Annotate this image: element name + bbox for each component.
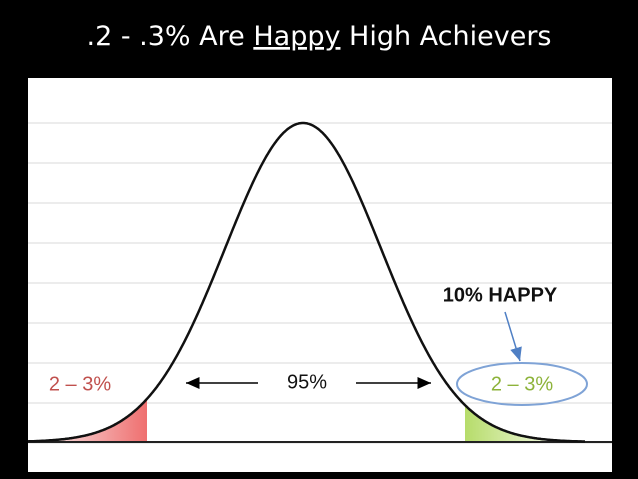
title: .2 - .3% Are Happy High Achievers <box>87 21 552 52</box>
highlight-ellipse <box>456 362 588 406</box>
left-tail-label: 2 – 3% <box>49 373 111 395</box>
middle-label: 95% <box>287 371 327 393</box>
title-text: High Achievers <box>340 21 551 52</box>
bell-curve <box>27 121 585 443</box>
title-text: .2 - .3% Are <box>87 21 254 52</box>
title-underlined: Happy <box>253 21 340 52</box>
right-tail-label: 2 – 3% <box>491 373 553 395</box>
happy-label: 10% HAPPY <box>443 284 558 306</box>
right-tail-area <box>465 405 545 442</box>
left-tail-area <box>60 398 147 442</box>
happy-arrow <box>504 311 522 362</box>
diagram-panel <box>28 78 612 472</box>
